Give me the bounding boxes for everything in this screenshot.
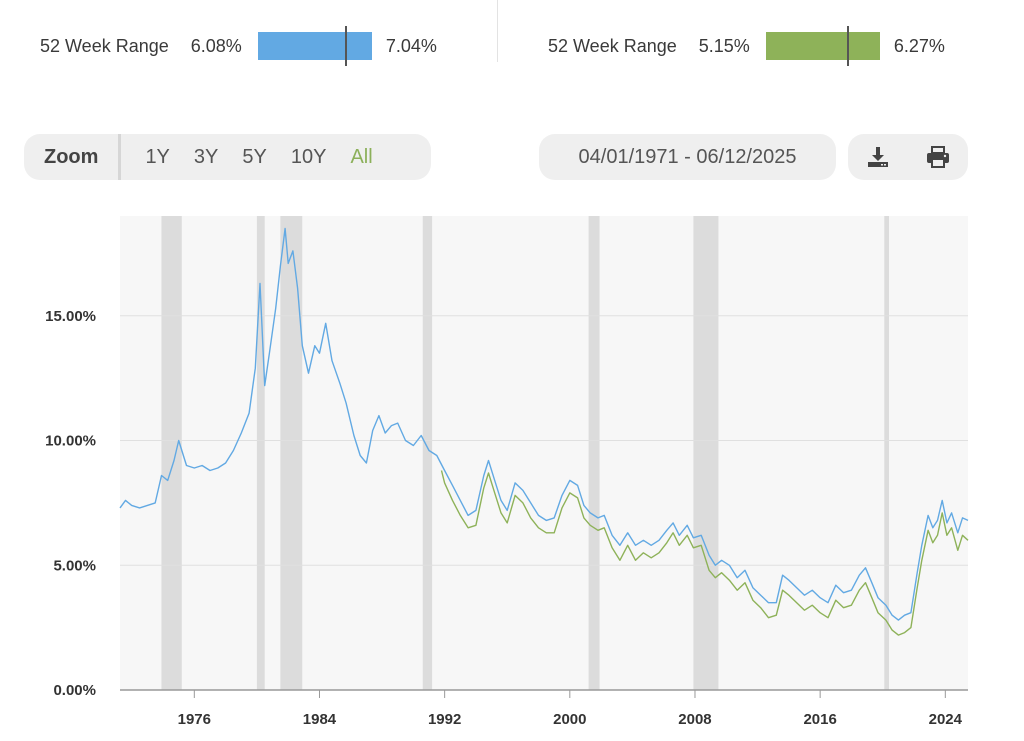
series-line-1 [119,227,969,621]
range-bar-fill [257,32,372,60]
recession-band [256,216,265,690]
x-tick-label: 1976 [178,711,211,728]
series-lines [119,227,969,636]
x-tick-label: 2000 [553,711,586,728]
x-tick-label: 2016 [803,711,836,728]
range-bar-fill [765,32,880,60]
x-tick-label: 2008 [678,711,711,728]
zoom-controls: Zoom 1Y 3Y 5Y 10Y All [24,134,431,180]
zoom-3y-button[interactable]: 3Y [193,145,219,168]
recession-band [693,216,719,690]
range-block-right: 52 Week Range 5.15% 6.27% [548,26,945,66]
y-tick-label: 5.00% [53,557,96,574]
zoom-label: Zoom [24,134,122,180]
range-label: 52 Week Range [548,35,677,56]
range-block-left: 52 Week Range 6.08% 7.04% [40,26,437,66]
recession-bands [120,216,968,690]
range-low-value: 5.15% [698,35,750,56]
axes: 0.00% 5.00% 10.00% 15.00% 1976 1984 1992 2000 20… [45,308,968,728]
x-tick-label: 1992 [428,711,461,728]
recession-band [161,216,182,690]
recession-band [884,216,889,690]
recession-band [588,216,600,690]
range-label: 52 Week Range [40,35,169,56]
range-low-value: 6.08% [190,35,242,56]
range-bar [257,26,372,66]
range-current-marker [344,26,347,66]
recession-band [280,216,303,690]
rate-history-chart: 0.00% 5.00% 10.00% 15.00% 1976 1984 1992 2000 20… [45,216,969,728]
print-icon[interactable] [925,144,951,170]
date-range-text: 04/01/1971 - 06/12/2025 [578,145,797,168]
zoom-1y-button[interactable]: 1Y [145,145,170,168]
y-tick-label: 10.00% [45,433,96,450]
zoom-5y-button[interactable]: 5Y [242,145,267,168]
zoom-10y-button[interactable]: 10Y [290,145,327,168]
range-high-value: 6.27% [893,35,945,56]
header-divider [497,0,498,62]
range-high-value: 7.04% [385,35,437,56]
x-tick-label: 1984 [303,711,337,728]
y-tick-label: 15.00% [45,308,96,325]
range-bar [765,26,880,66]
series-line-2 [440,470,969,636]
x-tick-label: 2024 [929,711,963,728]
date-range-field[interactable]: 04/01/1971 - 06/12/2025 [539,134,836,180]
chart-tools [848,134,968,180]
download-icon[interactable] [865,144,891,170]
y-tick-label: 0.00% [53,682,96,699]
range-current-marker [846,26,849,66]
zoom-all-button[interactable]: All [350,145,373,168]
recession-band [422,216,433,690]
plot-background [120,216,968,690]
